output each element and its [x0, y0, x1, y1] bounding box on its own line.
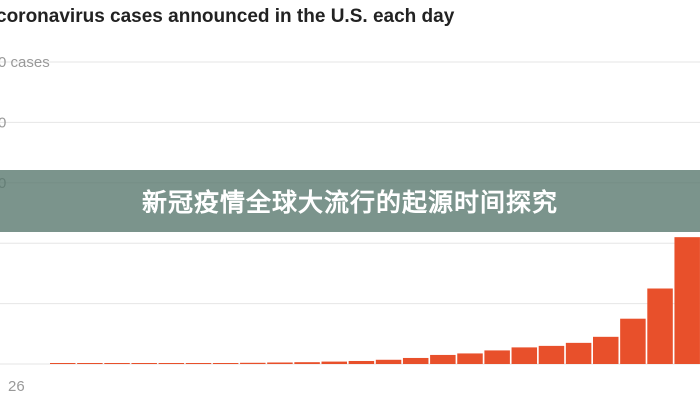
x-axis-ticks: 26	[8, 378, 25, 395]
bars	[50, 237, 700, 364]
bar	[538, 345, 565, 364]
bar	[457, 353, 483, 364]
bar	[593, 336, 619, 364]
bar	[565, 342, 592, 364]
bar	[375, 359, 402, 364]
bar	[430, 354, 456, 364]
bar	[50, 363, 76, 364]
bar	[402, 357, 429, 364]
y-tick-label: 0	[0, 114, 6, 131]
title-banner: 新冠疫情全球大流行的起源时间探究	[0, 170, 700, 232]
bar	[185, 363, 212, 364]
bar	[212, 363, 239, 364]
bar	[674, 237, 700, 364]
bar	[620, 318, 646, 364]
bar	[647, 288, 673, 364]
bar	[104, 363, 130, 364]
chart-title: coronavirus cases announced in the U.S. …	[0, 6, 455, 27]
bar	[77, 363, 103, 364]
x-tick-label: 26	[8, 378, 25, 395]
bar	[484, 350, 510, 364]
bar	[240, 362, 266, 364]
bar	[511, 347, 538, 364]
bar	[294, 362, 320, 364]
bar	[348, 360, 375, 364]
bar	[267, 362, 293, 364]
banner-title: 新冠疫情全球大流行的起源时间探究	[141, 188, 558, 217]
bar	[131, 363, 157, 364]
y-tick-label: 0 cases	[0, 54, 50, 71]
bar	[158, 363, 185, 364]
bar	[321, 361, 347, 364]
